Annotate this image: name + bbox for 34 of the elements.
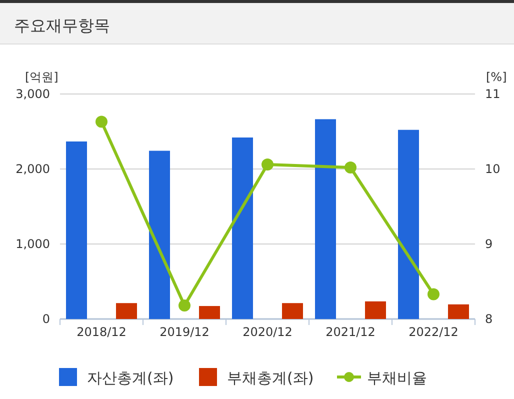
y-tick-label: 1,000 [16,237,50,251]
bar [199,306,220,319]
bar [232,138,253,319]
chart-title: 주요재무항목 [14,16,110,35]
bar [149,150,170,319]
y2-tick-label: 10 [485,162,500,176]
y-tick-label: 0 [42,312,50,326]
point [344,162,356,174]
bar [448,304,469,319]
legend-label: 자산총계(좌) [87,369,174,387]
x-tick-label: 2018/12 [76,325,126,339]
bar [365,301,386,319]
y-tick-label: 2,000 [16,162,50,176]
point [428,288,440,300]
y2-tick-label: 9 [485,237,493,251]
bar [315,119,336,319]
legend-label: 부채비율 [367,369,427,387]
bar [282,303,303,319]
x-tick-label: 2019/12 [160,325,210,339]
x-tick-label: 2020/12 [242,325,292,339]
point [178,300,190,312]
point [96,116,108,128]
bar [398,130,419,319]
x-tick-label: 2022/12 [408,325,458,339]
y2-tick-label: 11 [485,87,500,101]
y2-tick-label: 8 [485,312,493,326]
y-axis-title: [억원] [25,70,58,84]
legend-label: 부채총계(좌) [227,369,314,387]
bar [66,141,87,319]
y2-axis-title: [%] [486,70,507,84]
y-tick-label: 3,000 [16,87,50,101]
x-tick-label: 2021/12 [326,325,376,339]
point [262,158,274,170]
bar [116,303,137,319]
